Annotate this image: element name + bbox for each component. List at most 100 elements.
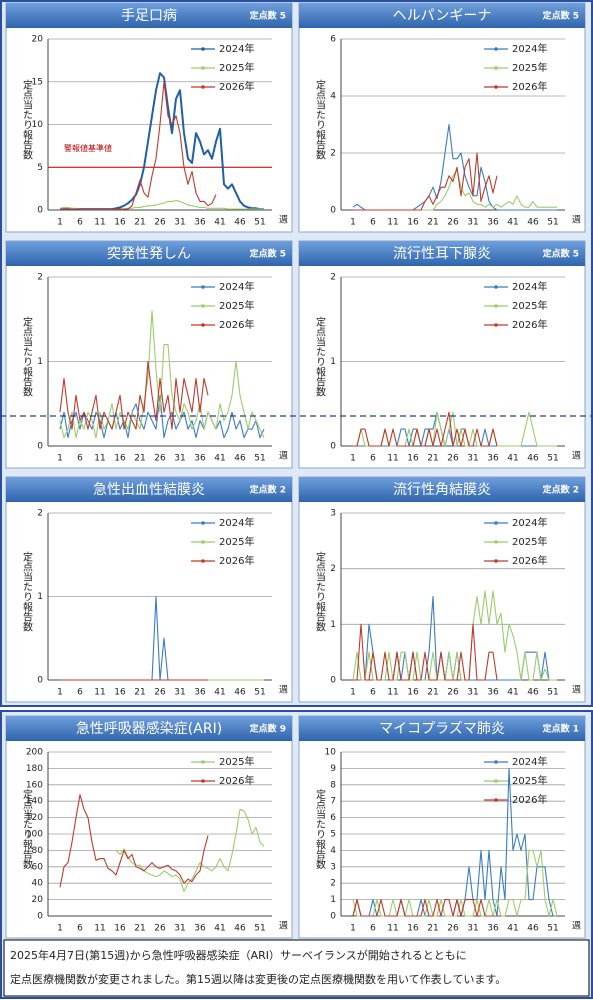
note-line: 2025年4月7日(第15週)から急性呼吸器感染症（ARI）サーベイランスが開始… [10,948,467,962]
x-tick-label: 36 [194,688,206,698]
y-tick-label: 2 [37,273,43,283]
x-tick-label: 41 [214,218,225,228]
x-tick-label: 46 [234,454,246,464]
legend-label: 2025年 [512,299,547,312]
series-line [352,899,501,917]
legend-marker [494,304,498,308]
legend-label: 2024年 [512,42,547,55]
x-tick-label: 11 [94,924,105,934]
x-tick-label: 41 [214,924,225,934]
x-tick-label: 31 [174,924,185,934]
x-tick-label: 51 [254,688,265,698]
y-tick-label: 180 [26,764,43,774]
note-line: 定点医療機関数が変更されました。第15週以降は変更後の定点医療機関数を用いて作表… [10,972,506,986]
panel-subtitle: 定点数 9 [250,723,286,735]
series-line [59,310,265,439]
y-tick-label: 0 [37,206,43,216]
legend-marker [494,47,498,51]
x-tick-label: 36 [487,454,499,464]
panel-header [299,241,585,266]
x-axis-label: 週 [279,921,288,932]
y-tick-label: 100 [26,830,43,840]
legend-marker [201,521,205,525]
x-tick-label: 6 [370,688,376,698]
y-tick-label: 20 [32,35,44,45]
panel-header [299,716,585,741]
note-box [3,939,590,997]
y-tick-label: 20 [32,895,44,905]
x-tick-label: 36 [487,924,499,934]
x-tick-label: 46 [527,688,539,698]
x-axis-label: 週 [572,215,581,226]
y-tick-label: 3 [330,862,336,872]
y-tick-label: 5 [37,163,43,173]
x-tick-label: 1 [350,688,356,698]
legend-marker [494,540,498,544]
x-tick-label: 21 [427,454,438,464]
x-tick-label: 21 [134,688,145,698]
x-tick-label: 1 [57,688,63,698]
y-tick-label: 0 [37,442,43,452]
legend-marker [494,285,498,289]
x-tick-label: 16 [407,924,419,934]
y-tick-label: 6 [330,813,336,823]
x-tick-label: 46 [527,454,539,464]
panel [298,476,586,703]
x-tick-label: 41 [214,688,225,698]
x-tick-label: 41 [507,924,518,934]
panel-header [6,716,292,741]
panel-title: 手足口病 [121,8,177,24]
legend-marker [494,779,498,783]
legend-marker [494,559,498,563]
x-tick-label: 6 [77,218,83,228]
legend-label: 2024年 [512,280,547,293]
y-tick-label: 1 [330,895,336,905]
x-tick-label: 31 [467,924,478,934]
y-tick-label: 2 [330,273,336,283]
y-tick-label: 40 [32,879,44,889]
panel [5,715,293,939]
x-tick-label: 26 [447,218,459,228]
legend-marker [201,323,205,327]
x-tick-label: 51 [547,688,558,698]
x-tick-label: 36 [194,454,206,464]
x-tick-label: 16 [407,454,419,464]
panel-title: 流行性耳下腺炎 [393,246,491,262]
legend-label: 2025年 [219,535,254,548]
legend-label: 2026年 [219,554,254,567]
legend-marker [201,285,205,289]
x-tick-label: 51 [547,454,558,464]
x-tick-label: 11 [387,688,398,698]
legend-marker [494,798,498,802]
x-tick-label: 51 [254,454,265,464]
x-tick-label: 26 [447,924,459,934]
legend-label: 2024年 [219,280,254,293]
y-tick-label: 4 [330,846,336,856]
y-tick-label: 2 [330,564,336,574]
legend-marker [201,304,205,308]
x-tick-label: 21 [427,688,438,698]
x-tick-label: 1 [350,218,356,228]
panel-header [299,477,585,502]
x-tick-label: 1 [350,924,356,934]
panel-subtitle: 定点数 2 [543,484,579,496]
x-tick-label: 11 [94,688,105,698]
panel [298,2,586,233]
x-tick-label: 31 [174,454,185,464]
x-tick-label: 26 [154,454,166,464]
legend-label: 2025年 [512,61,547,74]
panel [5,476,293,703]
threshold-label: 警報値基準値 [64,143,112,153]
panel-subtitle: 定点数 2 [250,484,286,496]
x-tick-label: 11 [387,454,398,464]
legend-marker [494,85,498,89]
x-axis-label: 週 [572,685,581,696]
x-tick-label: 41 [507,218,518,228]
legend-marker [494,760,498,764]
y-tick-label: 1 [330,357,336,367]
x-axis-label: 週 [279,451,288,462]
x-tick-label: 11 [94,218,105,228]
x-tick-label: 11 [94,454,105,464]
